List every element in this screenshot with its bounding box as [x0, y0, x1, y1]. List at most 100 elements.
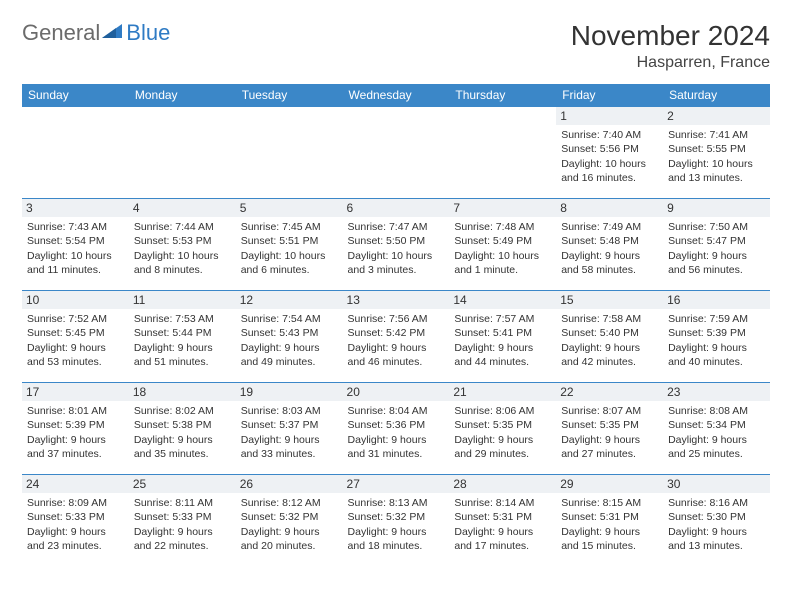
weekday-header: Friday: [556, 84, 663, 107]
sunrise-line: Sunrise: 8:06 AM: [454, 404, 551, 418]
sunset-line: Sunset: 5:44 PM: [134, 326, 231, 340]
sunrise-line: Sunrise: 7:50 AM: [668, 220, 765, 234]
sunrise-line: Sunrise: 7:56 AM: [348, 312, 445, 326]
calendar-week-row: 17Sunrise: 8:01 AMSunset: 5:39 PMDayligh…: [22, 383, 770, 475]
sunset-line: Sunset: 5:56 PM: [561, 142, 658, 156]
sunset-line: Sunset: 5:38 PM: [134, 418, 231, 432]
daylight-line: Daylight: 10 hours and 13 minutes.: [668, 157, 765, 185]
day-number: 24: [22, 475, 129, 493]
daylight-line: Daylight: 9 hours and 51 minutes.: [134, 341, 231, 369]
daylight-line: Daylight: 9 hours and 53 minutes.: [27, 341, 124, 369]
logo-text-gray: General: [22, 20, 100, 46]
sunrise-line: Sunrise: 7:59 AM: [668, 312, 765, 326]
daylight-line: Daylight: 9 hours and 25 minutes.: [668, 433, 765, 461]
calendar-week-row: 3Sunrise: 7:43 AMSunset: 5:54 PMDaylight…: [22, 199, 770, 291]
sunset-line: Sunset: 5:43 PM: [241, 326, 338, 340]
day-number: 28: [449, 475, 556, 493]
calendar-day-cell: 18Sunrise: 8:02 AMSunset: 5:38 PMDayligh…: [129, 383, 236, 475]
daylight-line: Daylight: 9 hours and 37 minutes.: [27, 433, 124, 461]
day-number: 19: [236, 383, 343, 401]
sunrise-line: Sunrise: 8:01 AM: [27, 404, 124, 418]
daylight-line: Daylight: 9 hours and 49 minutes.: [241, 341, 338, 369]
calendar-week-row: 10Sunrise: 7:52 AMSunset: 5:45 PMDayligh…: [22, 291, 770, 383]
calendar-day-cell: [343, 107, 450, 199]
day-number: 8: [556, 199, 663, 217]
sunset-line: Sunset: 5:37 PM: [241, 418, 338, 432]
daylight-line: Daylight: 9 hours and 56 minutes.: [668, 249, 765, 277]
calendar-day-cell: 14Sunrise: 7:57 AMSunset: 5:41 PMDayligh…: [449, 291, 556, 383]
title-block: November 2024 Hasparren, France: [571, 20, 770, 72]
sunset-line: Sunset: 5:45 PM: [27, 326, 124, 340]
weekday-header: Tuesday: [236, 84, 343, 107]
daylight-line: Daylight: 9 hours and 22 minutes.: [134, 525, 231, 553]
daylight-line: Daylight: 9 hours and 18 minutes.: [348, 525, 445, 553]
sunset-line: Sunset: 5:40 PM: [561, 326, 658, 340]
day-number: 9: [663, 199, 770, 217]
sunrise-line: Sunrise: 7:43 AM: [27, 220, 124, 234]
daylight-line: Daylight: 10 hours and 8 minutes.: [134, 249, 231, 277]
sunrise-line: Sunrise: 7:48 AM: [454, 220, 551, 234]
daylight-line: Daylight: 9 hours and 44 minutes.: [454, 341, 551, 369]
day-number: 1: [556, 107, 663, 125]
sunrise-line: Sunrise: 8:13 AM: [348, 496, 445, 510]
sunset-line: Sunset: 5:47 PM: [668, 234, 765, 248]
calendar-day-cell: 16Sunrise: 7:59 AMSunset: 5:39 PMDayligh…: [663, 291, 770, 383]
calendar-header-row: SundayMondayTuesdayWednesdayThursdayFrid…: [22, 84, 770, 107]
daylight-line: Daylight: 10 hours and 11 minutes.: [27, 249, 124, 277]
sunrise-line: Sunrise: 8:03 AM: [241, 404, 338, 418]
daylight-line: Daylight: 9 hours and 46 minutes.: [348, 341, 445, 369]
sunrise-line: Sunrise: 7:47 AM: [348, 220, 445, 234]
day-number: 18: [129, 383, 236, 401]
calendar-day-cell: [22, 107, 129, 199]
day-number: 4: [129, 199, 236, 217]
calendar-day-cell: 27Sunrise: 8:13 AMSunset: 5:32 PMDayligh…: [343, 475, 450, 567]
calendar-day-cell: 30Sunrise: 8:16 AMSunset: 5:30 PMDayligh…: [663, 475, 770, 567]
sunset-line: Sunset: 5:48 PM: [561, 234, 658, 248]
triangle-icon: [102, 22, 124, 45]
sunset-line: Sunset: 5:36 PM: [348, 418, 445, 432]
day-number: 26: [236, 475, 343, 493]
calendar-day-cell: 4Sunrise: 7:44 AMSunset: 5:53 PMDaylight…: [129, 199, 236, 291]
daylight-line: Daylight: 9 hours and 23 minutes.: [27, 525, 124, 553]
location: Hasparren, France: [571, 54, 770, 72]
sunrise-line: Sunrise: 8:12 AM: [241, 496, 338, 510]
calendar-day-cell: 11Sunrise: 7:53 AMSunset: 5:44 PMDayligh…: [129, 291, 236, 383]
day-number: 25: [129, 475, 236, 493]
sunrise-line: Sunrise: 8:15 AM: [561, 496, 658, 510]
sunset-line: Sunset: 5:32 PM: [348, 510, 445, 524]
sunrise-line: Sunrise: 8:07 AM: [561, 404, 658, 418]
calendar-day-cell: 12Sunrise: 7:54 AMSunset: 5:43 PMDayligh…: [236, 291, 343, 383]
day-number: 7: [449, 199, 556, 217]
calendar-day-cell: 24Sunrise: 8:09 AMSunset: 5:33 PMDayligh…: [22, 475, 129, 567]
day-number: 2: [663, 107, 770, 125]
calendar-day-cell: 1Sunrise: 7:40 AMSunset: 5:56 PMDaylight…: [556, 107, 663, 199]
sunset-line: Sunset: 5:50 PM: [348, 234, 445, 248]
calendar-week-row: 1 Sunrise: 7:40 AMSunset: 5:56 PM Daylight…: [22, 107, 770, 199]
sunrise-line: Sunrise: 7:41 AM: [668, 128, 765, 142]
day-number: 16: [663, 291, 770, 309]
day-number: 15: [556, 291, 663, 309]
sunrise-line: Sunrise: 7:52 AM: [27, 312, 124, 326]
day-number: 23: [663, 383, 770, 401]
calendar-day-cell: 5Sunrise: 7:45 AMSunset: 5:51 PMDaylight…: [236, 199, 343, 291]
calendar-day-cell: 20Sunrise: 8:04 AMSunset: 5:36 PMDayligh…: [343, 383, 450, 475]
calendar-day-cell: 2Sunrise: 7:41 AMSunset: 5:55 PMDaylight…: [663, 107, 770, 199]
sunrise-line: Sunrise: 8:11 AM: [134, 496, 231, 510]
day-number: 17: [22, 383, 129, 401]
daylight-line: Daylight: 9 hours and 31 minutes.: [348, 433, 445, 461]
day-number: 22: [556, 383, 663, 401]
calendar-day-cell: 13Sunrise: 7:56 AMSunset: 5:42 PMDayligh…: [343, 291, 450, 383]
sunrise-line: Sunrise: 7:44 AM: [134, 220, 231, 234]
calendar-day-cell: 7Sunrise: 7:48 AMSunset: 5:49 PMDaylight…: [449, 199, 556, 291]
sunset-line: Sunset: 5:32 PM: [241, 510, 338, 524]
calendar-day-cell: 29Sunrise: 8:15 AMSunset: 5:31 PMDayligh…: [556, 475, 663, 567]
calendar-body: 1 Sunrise: 7:40 AMSunset: 5:56 PM Daylight…: [22, 107, 770, 567]
logo: General Blue: [22, 20, 170, 46]
sunrise-line: Sunrise: 7:40 AM: [561, 128, 658, 142]
daylight-line: Daylight: 9 hours and 27 minutes.: [561, 433, 658, 461]
sunrise-line: Sunrise: 7:57 AM: [454, 312, 551, 326]
daylight-line: Daylight: 10 hours and 6 minutes.: [241, 249, 338, 277]
daylight-line: Daylight: 9 hours and 29 minutes.: [454, 433, 551, 461]
day-number: 21: [449, 383, 556, 401]
calendar-day-cell: 21Sunrise: 8:06 AMSunset: 5:35 PMDayligh…: [449, 383, 556, 475]
